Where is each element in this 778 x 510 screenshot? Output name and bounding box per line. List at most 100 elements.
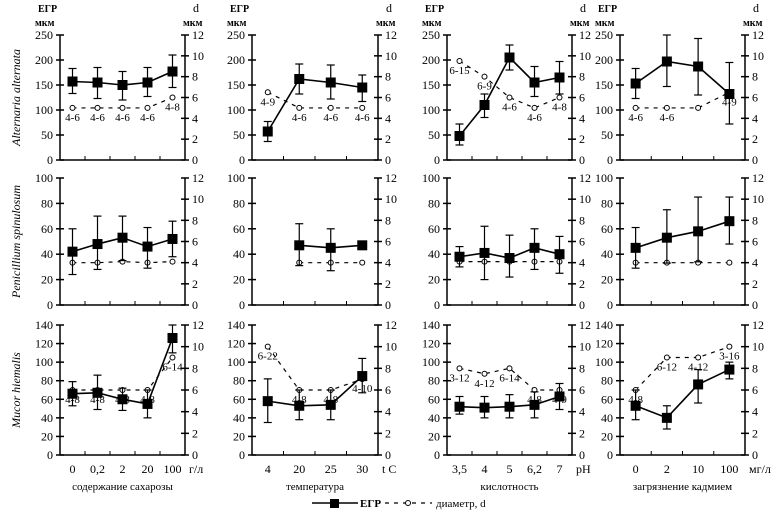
x-tick-label: 0 [70, 462, 76, 476]
y-tick-label-left: 80 [601, 374, 613, 388]
diameter-line [267, 91, 363, 109]
egr-point [630, 242, 641, 253]
y-tick-label-right: 0 [385, 153, 391, 167]
egr-point [294, 240, 305, 251]
x-tick-label: 25 [325, 462, 337, 476]
diameter-point [556, 94, 563, 101]
diameter-point [506, 94, 513, 101]
y-tick-label-right: 2 [385, 277, 391, 291]
y-tick-label-left: 0 [239, 153, 245, 167]
diameter-point [359, 259, 366, 266]
diameter-point [94, 104, 101, 111]
x-tick-label: 2 [120, 462, 126, 476]
egr-point [479, 100, 490, 110]
y-tick-label-left: 100 [35, 171, 53, 185]
y-tick-label-left: 60 [233, 222, 245, 236]
x-tick-label: 4 [482, 462, 488, 476]
y-tick-label-right: 12 [579, 171, 591, 185]
diameter-point [531, 104, 538, 111]
diameter-range-label: 4-6 [90, 112, 105, 124]
egr-point [92, 77, 103, 88]
diameter-line [635, 346, 730, 391]
y-tick-label-right: 4 [385, 405, 391, 419]
diameter-point [695, 354, 702, 361]
diameter-range-label: 3-16 [719, 351, 740, 363]
y-tick-label-left: 200 [35, 53, 53, 67]
diameter-point [119, 104, 126, 111]
y-tick-label-left: 40 [601, 411, 613, 425]
y-tick-label-left: 0 [47, 448, 53, 462]
y-tick-label-left: 20 [601, 273, 613, 287]
y-tick-label-right: 6 [579, 383, 585, 397]
diameter-range-label: 4-6 [292, 112, 307, 124]
y-tick-label-right: 2 [192, 277, 198, 291]
row-label-species: Alternaria alternata [9, 49, 23, 147]
left-axis-unit: мкм [35, 18, 55, 29]
egr-line [635, 220, 730, 249]
diameter-line [267, 346, 363, 391]
y-tick-label-left: 120 [35, 337, 53, 351]
diameter-range-label: 4-12 [474, 378, 494, 390]
legend-diameter-marker [405, 500, 411, 506]
egr-point [357, 240, 368, 251]
right-axis-title: d [193, 1, 199, 15]
y-tick-label-left: 60 [41, 392, 53, 406]
y-tick-label-left: 0 [607, 298, 613, 312]
y-tick-label-left: 250 [595, 28, 613, 42]
x-axis-unit: pH [576, 462, 591, 476]
right-axis-unit: мкм [570, 18, 590, 29]
y-tick-label-left: 0 [434, 448, 440, 462]
y-tick-label-right: 12 [752, 318, 764, 332]
diameter-range-label: 6-9 [477, 81, 492, 93]
egr-point [117, 394, 128, 405]
left-axis-unit: мкм [422, 18, 442, 29]
x-axis-unit: г/л [189, 462, 203, 476]
y-tick-label-left: 20 [428, 429, 440, 443]
y-tick-label-right: 6 [579, 91, 585, 105]
egr-point [630, 78, 641, 89]
y-tick-label-right: 2 [385, 426, 391, 440]
egr-point [117, 80, 128, 90]
diameter-point [663, 104, 670, 111]
diameter-range-label: 6-15 [449, 65, 470, 77]
y-tick-label-left: 200 [227, 53, 245, 67]
y-tick-label-left: 150 [227, 78, 245, 92]
y-tick-label-right: 0 [579, 298, 585, 312]
diameter-line [72, 261, 173, 264]
y-tick-label-right: 0 [752, 448, 758, 462]
y-tick-label-left: 60 [41, 222, 53, 236]
diameter-point [296, 104, 303, 111]
right-axis-title: d [386, 1, 392, 15]
y-tick-label-left: 40 [428, 247, 440, 261]
diameter-point [144, 104, 151, 111]
x-tick-label: 20 [142, 462, 154, 476]
left-axis-title: ЕГР [230, 4, 249, 15]
y-tick-label-right: 10 [385, 49, 397, 63]
right-axis-unit: мкм [376, 18, 396, 29]
y-tick-label-right: 2 [579, 426, 585, 440]
egr-line [635, 368, 730, 419]
diameter-range-label: 3-12 [449, 372, 469, 384]
egr-point [67, 388, 78, 399]
y-tick-label-right: 6 [752, 383, 758, 397]
x-axis-title: температура [286, 481, 344, 493]
y-tick-label-left: 140 [35, 318, 53, 332]
egr-point [294, 400, 305, 411]
y-tick-label-right: 2 [579, 277, 585, 291]
x-tick-label: 0,2 [90, 462, 105, 476]
diameter-range-label: 6-14 [499, 372, 520, 384]
x-tick-label: 0 [633, 462, 639, 476]
y-tick-label-left: 80 [41, 196, 53, 210]
legend-egr-label: ЕГР [360, 498, 381, 510]
y-tick-label-right: 0 [192, 153, 198, 167]
y-tick-label-left: 20 [41, 273, 53, 287]
egr-point [142, 77, 153, 88]
diameter-range-label: 4-9 [260, 96, 275, 108]
y-tick-label-right: 2 [579, 132, 585, 146]
y-tick-label-right: 10 [192, 49, 204, 63]
y-tick-label-right: 6 [192, 91, 198, 105]
diameter-point [456, 58, 463, 65]
y-tick-label-left: 0 [607, 153, 613, 167]
y-tick-label-right: 4 [579, 405, 585, 419]
